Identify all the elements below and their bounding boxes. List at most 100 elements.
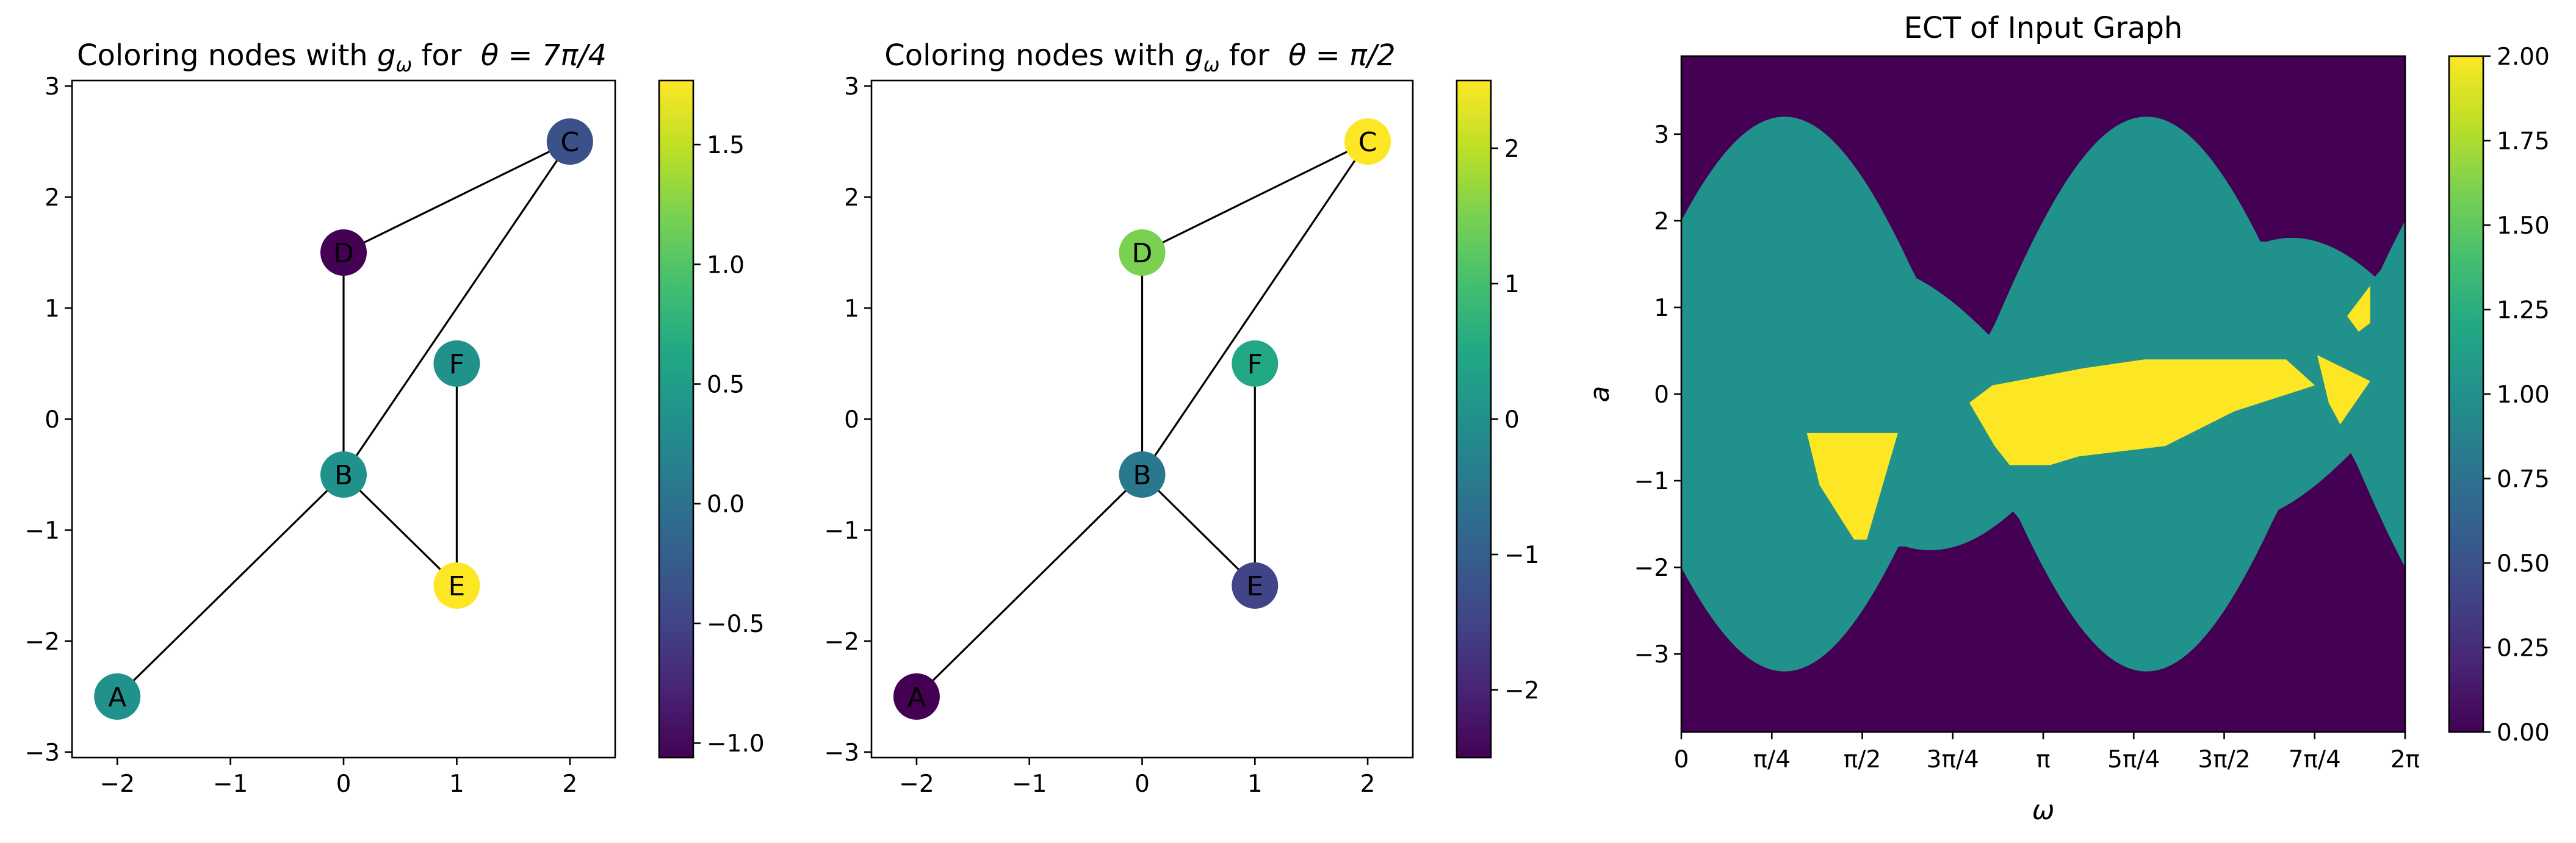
node-D-label: D: [1132, 238, 1153, 269]
colorbar-tick-label: −1.0: [707, 730, 765, 758]
colorbar-tick-label: 1.75: [2497, 128, 2550, 156]
edge-A-B: [915, 473, 1143, 698]
x-tick-label: 2π: [2390, 746, 2420, 773]
y-tick-label: 3: [844, 73, 859, 101]
y-tick-label: −3: [1634, 641, 1670, 669]
colorbar-tick-label: 1: [1504, 271, 1520, 298]
y-tick-label: 2: [1654, 208, 1669, 235]
panel-1-nodes: A B C D E F: [94, 118, 593, 720]
panel-2-nodes: A B C D E F: [893, 118, 1391, 720]
node-F: F: [433, 340, 480, 387]
y-tick-label: −2: [25, 628, 60, 656]
x-tick-label: 0: [336, 770, 352, 798]
colorbar-tick-label: 0.50: [2497, 550, 2550, 578]
y-tick-label: −1: [1634, 468, 1670, 495]
panel-3-ylabel: a: [1584, 386, 1615, 403]
panel-2-title: Coloring nodes with gω for θ = π/2: [884, 38, 1395, 76]
node-B-label: B: [334, 460, 353, 491]
x-tick-label: 3π/4: [1927, 746, 1979, 773]
node-F: F: [1232, 340, 1279, 387]
edge-A-B: [117, 473, 345, 698]
colorbar-tick-label: 0.00: [2497, 719, 2550, 747]
node-D-label: D: [333, 238, 354, 269]
colorbar-tick-label: 0.75: [2497, 466, 2550, 493]
edge-C-D: [343, 140, 571, 254]
panel-1-title: Coloring nodes with gω for θ = 7π/4: [77, 38, 607, 76]
colorbar-tick-label: 1.0: [707, 251, 745, 279]
y-tick-label: −1: [25, 517, 60, 545]
colorbar-tick-label: 0.25: [2497, 635, 2550, 662]
node-F-marker: [433, 340, 480, 387]
x-tick-label: 2: [562, 770, 577, 798]
y-tick-label: −2: [824, 628, 860, 656]
node-C-marker: [1344, 118, 1391, 165]
y-tick-label: 3: [45, 73, 60, 101]
y-tick-label: −1: [824, 517, 860, 545]
panel-1-axes: −2 −1 0 1 2 −3 −2 −1 0 1 2 3: [25, 73, 578, 798]
heatmap-image: [1681, 56, 2405, 732]
node-E: E: [1232, 562, 1279, 609]
y-tick-label: 1: [45, 295, 60, 323]
colorbar-tick-label: −1: [1504, 542, 1540, 569]
panel-2-edges: [915, 140, 1369, 698]
node-A-marker: [94, 673, 141, 720]
y-tick-label: −2: [1634, 554, 1670, 582]
node-E-label: E: [1246, 571, 1263, 602]
x-tick-label: 1: [1247, 770, 1263, 798]
y-tick-label: 3: [1654, 121, 1669, 149]
panel-1: Coloring nodes with gω for θ = 7π/4 A B C D…: [25, 38, 765, 798]
panel-1-frame: [71, 79, 616, 759]
colorbar-tick-label: 0.0: [707, 491, 745, 518]
node-B: B: [1119, 451, 1166, 498]
panel-3: ECT of Input Graph 0 π/4 π/2 3π/4 π 5π/4 3π/2 7…: [1584, 11, 2550, 826]
node-B-label: B: [1133, 460, 1151, 491]
node-E-label: E: [449, 571, 466, 602]
x-tick-label: π/2: [1844, 746, 1881, 773]
node-C-marker: [546, 118, 593, 165]
colorbar-tick-label: 0.5: [707, 371, 745, 399]
y-tick-label: 0: [844, 406, 859, 434]
x-tick-label: −1: [1012, 770, 1047, 798]
y-tick-label: 1: [1654, 295, 1669, 322]
x-tick-label: 2: [1360, 770, 1376, 798]
heatmap-region-2-band: [1969, 359, 2315, 465]
x-tick-label: π: [2036, 746, 2050, 773]
node-A-label: A: [108, 682, 126, 713]
heatmap-region-2-triangle: [1806, 432, 1898, 540]
x-tick-label: 0: [1674, 746, 1689, 773]
x-tick-label: 7π/4: [2289, 746, 2341, 773]
node-D-marker: [320, 229, 367, 276]
x-tick-label: 0: [1135, 770, 1150, 798]
node-C-label: C: [560, 127, 579, 158]
y-tick-label: 2: [45, 184, 60, 212]
panel-2: Coloring nodes with gω for θ = π/2 A B C D E…: [824, 38, 1540, 798]
node-A-label: A: [907, 682, 926, 713]
y-tick-label: −3: [824, 739, 860, 767]
node-D-marker: [1119, 229, 1166, 276]
panel-2-frame: [870, 79, 1414, 759]
panel-3-colorbar-ticks: 0.00 0.25 0.50 0.75 1.00 1.25 1.50 1.75 2.00: [2483, 43, 2550, 747]
panel-2-axes: −2 −1 0 1 2 −3 −2 −1 0 1 2 3: [824, 73, 1376, 798]
y-tick-label: 0: [1654, 381, 1669, 409]
colorbar-tick-label: 2: [1504, 135, 1520, 163]
y-tick-label: 0: [45, 406, 60, 434]
node-C: C: [546, 118, 593, 165]
panel-2-colorbar: [1456, 79, 1492, 759]
colorbar-tick-label: 1.50: [2497, 212, 2550, 240]
x-tick-label: −1: [213, 770, 248, 798]
colorbar-tick-label: −0.5: [707, 611, 765, 638]
panel-2-colorbar-ticks: −2 −1 0 1 2: [1491, 135, 1540, 705]
node-E-marker: [1232, 562, 1279, 609]
colorbar-tick-label: 1.00: [2497, 381, 2550, 409]
node-B-marker: [320, 451, 367, 498]
node-D: D: [1119, 229, 1166, 276]
node-F-label: F: [449, 349, 464, 380]
panel-1-colorbar: [658, 79, 695, 759]
node-B: B: [320, 451, 367, 498]
y-tick-label: −3: [25, 739, 60, 767]
panel-3-frame: [1680, 55, 2406, 733]
edge-B-C: [1141, 141, 1369, 475]
colorbar-tick-label: −2: [1504, 677, 1540, 705]
panel-3-xlabel: ω: [2032, 795, 2055, 826]
